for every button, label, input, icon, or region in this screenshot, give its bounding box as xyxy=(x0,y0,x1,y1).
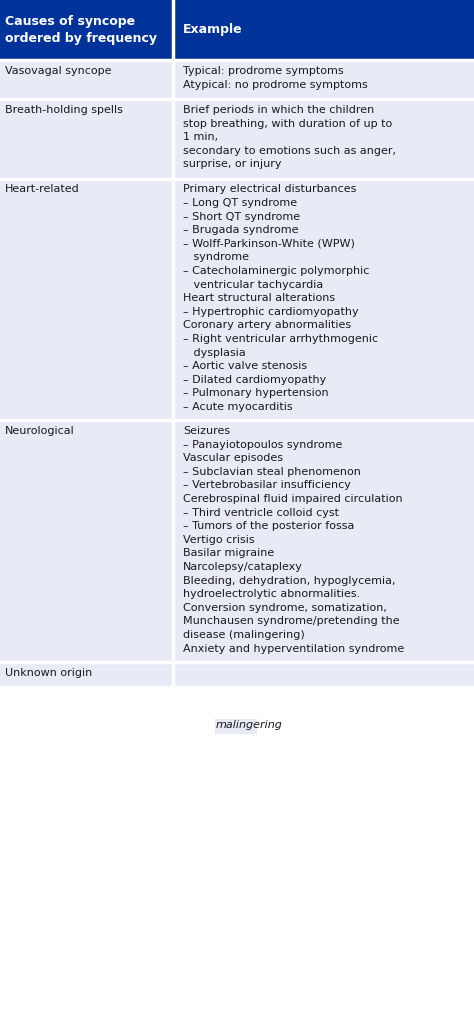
Bar xyxy=(0,60,474,99)
Bar xyxy=(0,0,474,60)
Text: Vasovagal syncope: Vasovagal syncope xyxy=(5,66,111,76)
Text: Heart-related: Heart-related xyxy=(5,184,80,194)
Bar xyxy=(215,719,256,734)
Text: Neurological: Neurological xyxy=(5,426,75,436)
Text: Breath-holding spells: Breath-holding spells xyxy=(5,105,123,115)
Text: Causes of syncope
ordered by frequency: Causes of syncope ordered by frequency xyxy=(5,15,157,45)
Text: Typical: prodrome symptoms
Atypical: no prodrome symptoms: Typical: prodrome symptoms Atypical: no … xyxy=(183,66,368,89)
Bar xyxy=(0,179,474,420)
Text: Primary electrical disturbances
– Long QT syndrome
– Short QT syndrome
– Brugada: Primary electrical disturbances – Long Q… xyxy=(183,184,378,412)
Bar xyxy=(0,420,474,661)
Text: Seizures
– Panayiotopoulos syndrome
Vascular episodes
– Subclavian steal phenome: Seizures – Panayiotopoulos syndrome Vasc… xyxy=(183,426,404,654)
Text: Brief periods in which the children
stop breathing, with duration of up to
1 min: Brief periods in which the children stop… xyxy=(183,105,396,170)
Bar xyxy=(0,99,474,179)
Bar xyxy=(0,661,474,687)
Text: malingering: malingering xyxy=(215,720,282,730)
Text: Example: Example xyxy=(183,24,243,37)
Text: Unknown origin: Unknown origin xyxy=(5,667,92,677)
